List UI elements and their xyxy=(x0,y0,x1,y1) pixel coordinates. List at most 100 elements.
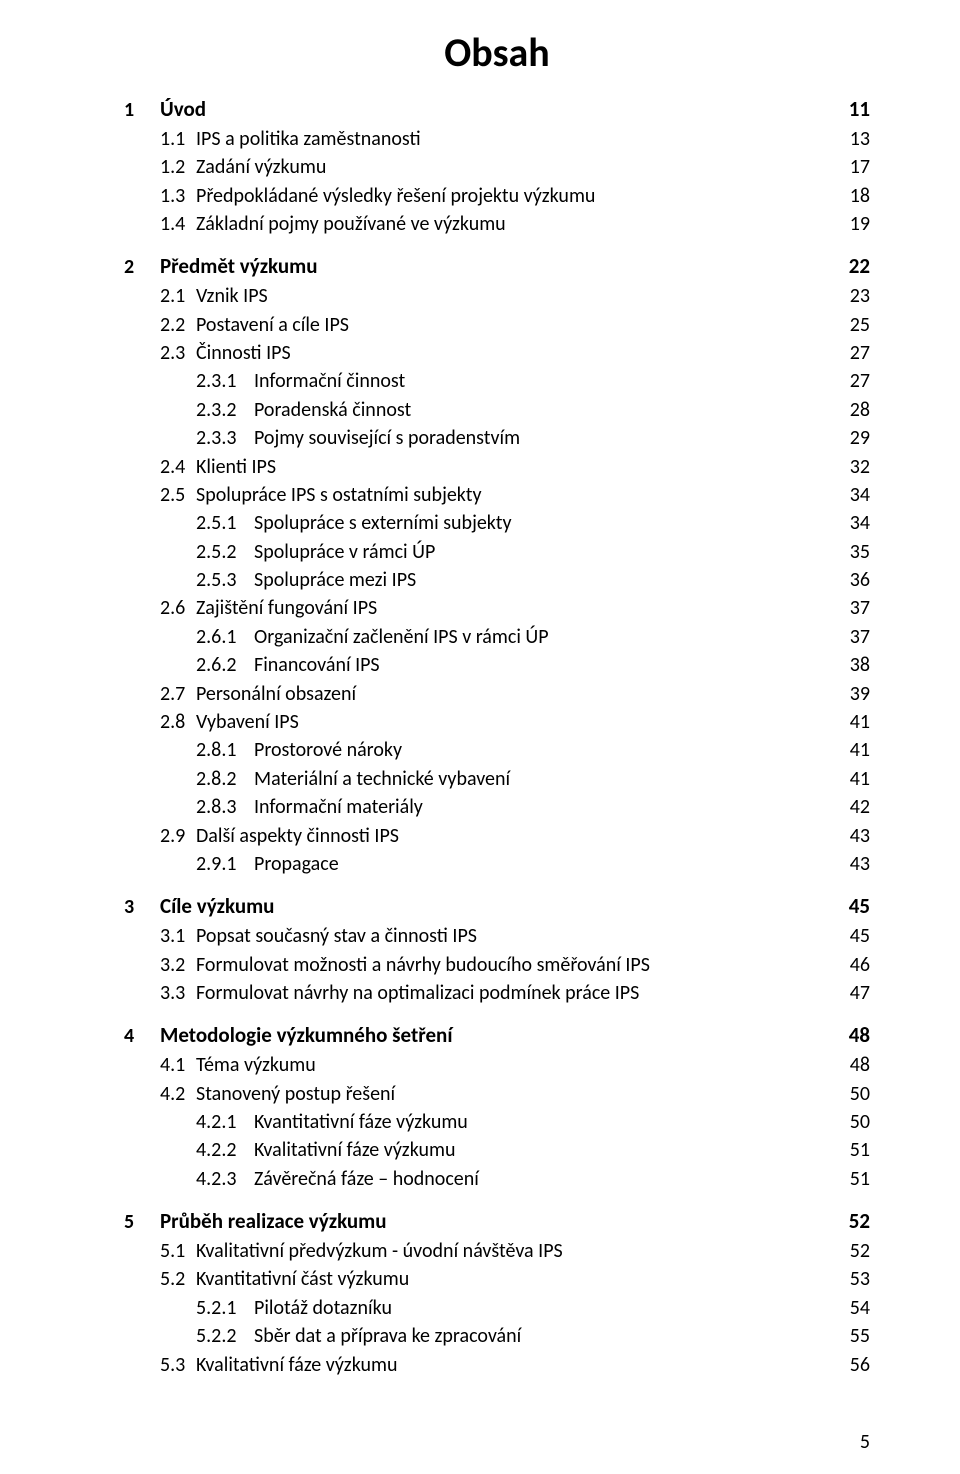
toc-row: 3.2Formulovat možnosti a návrhy budoucíh… xyxy=(124,951,870,979)
toc-label: Materiální a technické vybavení xyxy=(254,765,842,793)
toc-page: 41 xyxy=(842,708,870,736)
toc-row: 3Cíle výzkumu45 xyxy=(124,892,870,922)
toc-row: 1.1IPS a politika zaměstnanosti13 xyxy=(124,125,870,153)
toc-label: Spolupráce mezi IPS xyxy=(254,566,842,594)
toc-page: 36 xyxy=(842,566,870,594)
toc-row: 2.3.2Poradenská činnost28 xyxy=(124,396,870,424)
toc-label: Stanovený postup řešení xyxy=(196,1080,842,1108)
toc-label: Pojmy související s poradenstvím xyxy=(254,424,842,452)
toc-row: 2.8.3Informační materiály42 xyxy=(124,793,870,821)
toc-page: 41 xyxy=(842,765,870,793)
toc-row: 2.4Klienti IPS32 xyxy=(124,453,870,481)
toc-label: Kvalitativní fáze výzkumu xyxy=(254,1136,842,1164)
toc-row: 2.3Činnosti IPS27 xyxy=(124,339,870,367)
toc-label: Základní pojmy používané ve výzkumu xyxy=(196,210,842,238)
toc-number: 3.1 xyxy=(160,922,196,950)
toc-page: 42 xyxy=(842,793,870,821)
toc-label: Klienti IPS xyxy=(196,453,842,481)
toc-row: 3.1Popsat současný stav a činnosti IPS45 xyxy=(124,922,870,950)
toc-label: Kvantitativní fáze výzkumu xyxy=(254,1108,842,1136)
toc-label: Úvod xyxy=(160,95,842,125)
toc-page: 39 xyxy=(842,680,870,708)
toc-number: 2.8.1 xyxy=(196,736,254,764)
toc-number: 2.4 xyxy=(160,453,196,481)
toc-label: Spolupráce v rámci ÚP xyxy=(254,538,842,566)
table-of-contents: 1Úvod111.1IPS a politika zaměstnanosti13… xyxy=(124,95,870,1379)
toc-label: Sběr dat a příprava ke zpracování xyxy=(254,1322,842,1350)
toc-page: 43 xyxy=(842,850,870,878)
toc-page: 18 xyxy=(842,182,870,210)
toc-row: 4.2.1Kvantitativní fáze výzkumu50 xyxy=(124,1108,870,1136)
toc-page: 37 xyxy=(842,594,870,622)
toc-label: Kvantitativní část výzkumu xyxy=(196,1265,842,1293)
toc-page: 35 xyxy=(842,538,870,566)
toc-number: 4.1 xyxy=(160,1051,196,1079)
toc-number: 1.1 xyxy=(160,125,196,153)
toc-label: Vznik IPS xyxy=(196,282,842,310)
toc-number: 2.3.2 xyxy=(196,396,254,424)
toc-number: 2.3.3 xyxy=(196,424,254,452)
toc-label: Informační materiály xyxy=(254,793,842,821)
toc-label: Organizační začlenění IPS v rámci ÚP xyxy=(254,623,842,651)
toc-page: 55 xyxy=(842,1322,870,1350)
toc-page: 45 xyxy=(842,892,870,922)
toc-page: 23 xyxy=(842,282,870,310)
toc-number: 3.3 xyxy=(160,979,196,1007)
toc-label: Formulovat možnosti a návrhy budoucího s… xyxy=(196,951,842,979)
toc-page: 29 xyxy=(842,424,870,452)
toc-label: Zajištění fungování IPS xyxy=(196,594,842,622)
toc-row: 2.8.1Prostorové nároky41 xyxy=(124,736,870,764)
toc-page: 45 xyxy=(842,922,870,950)
toc-label: Kvalitativní předvýzkum - úvodní návštěv… xyxy=(196,1237,842,1265)
toc-number: 3 xyxy=(124,893,160,921)
toc-label: Spolupráce s externími subjekty xyxy=(254,509,842,537)
toc-number: 1.2 xyxy=(160,153,196,181)
toc-page: 11 xyxy=(842,95,870,125)
toc-page: 52 xyxy=(842,1207,870,1237)
toc-page: 17 xyxy=(842,153,870,181)
toc-number: 4.2.3 xyxy=(196,1165,254,1193)
toc-label: Cíle výzkumu xyxy=(160,892,842,922)
toc-row: 2.5.1Spolupráce s externími subjekty34 xyxy=(124,509,870,537)
toc-number: 2.9 xyxy=(160,822,196,850)
toc-number: 4.2.2 xyxy=(196,1136,254,1164)
toc-number: 5.1 xyxy=(160,1237,196,1265)
toc-row: 5.2.2Sběr dat a příprava ke zpracování55 xyxy=(124,1322,870,1350)
toc-number: 5 xyxy=(124,1208,160,1236)
toc-number: 2.8.2 xyxy=(196,765,254,793)
toc-page: 34 xyxy=(842,509,870,537)
toc-label: Průběh realizace výzkumu xyxy=(160,1207,842,1237)
toc-page: 28 xyxy=(842,396,870,424)
toc-page: 41 xyxy=(842,736,870,764)
toc-number: 1 xyxy=(124,96,160,124)
toc-row: 2.9Další aspekty činnosti IPS43 xyxy=(124,822,870,850)
toc-number: 3.2 xyxy=(160,951,196,979)
toc-page: 38 xyxy=(842,651,870,679)
toc-row: 2.6.2Financování IPS38 xyxy=(124,651,870,679)
toc-page: 51 xyxy=(842,1165,870,1193)
toc-label: Kvalitativní fáze výzkumu xyxy=(196,1351,842,1379)
toc-row: 5.2Kvantitativní část výzkumu53 xyxy=(124,1265,870,1293)
toc-page: 37 xyxy=(842,623,870,651)
toc-row: 2.1Vznik IPS23 xyxy=(124,282,870,310)
toc-number: 2.5 xyxy=(160,481,196,509)
toc-row: 4.2Stanovený postup řešení50 xyxy=(124,1080,870,1108)
toc-number: 2.8.3 xyxy=(196,793,254,821)
toc-label: Předpokládané výsledky řešení projektu v… xyxy=(196,182,842,210)
toc-row: 5Průběh realizace výzkumu52 xyxy=(124,1207,870,1237)
page: Obsah 1Úvod111.1IPS a politika zaměstnan… xyxy=(0,0,960,1474)
toc-label: Spolupráce IPS s ostatními subjekty xyxy=(196,481,842,509)
toc-row: 4.2.2Kvalitativní fáze výzkumu51 xyxy=(124,1136,870,1164)
toc-label: Metodologie výzkumného šetření xyxy=(160,1021,842,1051)
toc-label: Další aspekty činnosti IPS xyxy=(196,822,842,850)
toc-label: Zadání výzkumu xyxy=(196,153,842,181)
toc-page: 32 xyxy=(842,453,870,481)
toc-row: 2.5.3Spolupráce mezi IPS36 xyxy=(124,566,870,594)
toc-label: Informační činnost xyxy=(254,367,842,395)
toc-number: 5.2 xyxy=(160,1265,196,1293)
toc-number: 2.5.3 xyxy=(196,566,254,594)
toc-number: 2.3 xyxy=(160,339,196,367)
toc-label: Postavení a cíle IPS xyxy=(196,311,842,339)
toc-number: 2.6.1 xyxy=(196,623,254,651)
toc-row: 2.8.2Materiální a technické vybavení41 xyxy=(124,765,870,793)
